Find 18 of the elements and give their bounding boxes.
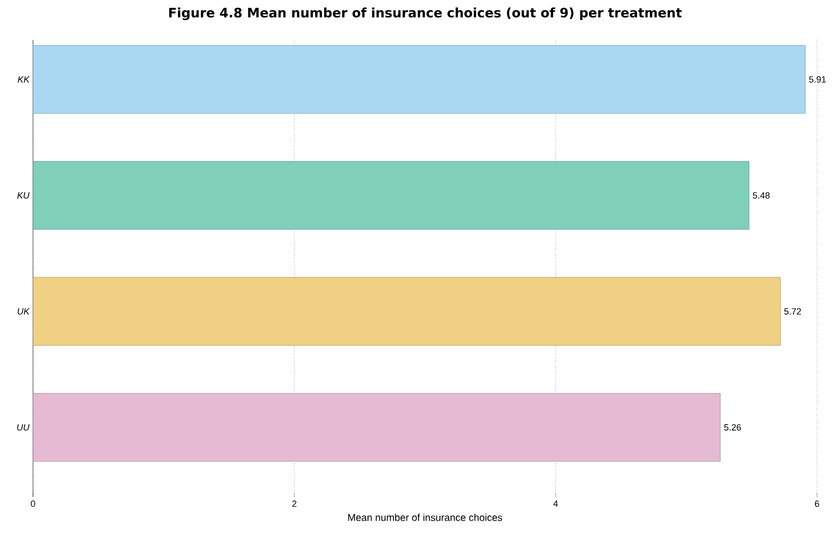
y-tick-label: KK — [18, 76, 30, 83]
x-tick-label: 4 — [553, 500, 558, 507]
bar — [32, 161, 750, 230]
y-tick-label: UU — [17, 424, 30, 431]
bar — [32, 393, 721, 462]
bar — [32, 277, 781, 346]
x-tick-label: 0 — [30, 500, 36, 507]
data-label: 5.26 — [724, 424, 741, 431]
x-tick-label: 2 — [292, 500, 296, 507]
bar — [32, 45, 806, 114]
y-tick-label: KU — [17, 192, 30, 199]
chart-title: Figure 4.8 Mean number of insurance choices (out of 9) per treatment — [169, 8, 682, 20]
data-label: 5.91 — [809, 76, 826, 83]
x-tick-label: 6 — [814, 500, 820, 507]
data-label: 5.48 — [752, 192, 770, 199]
data-label: 5.72 — [784, 308, 801, 315]
y-tick-label: UK — [18, 308, 30, 315]
x-axis-title: Mean number of insurance choices — [348, 514, 502, 522]
